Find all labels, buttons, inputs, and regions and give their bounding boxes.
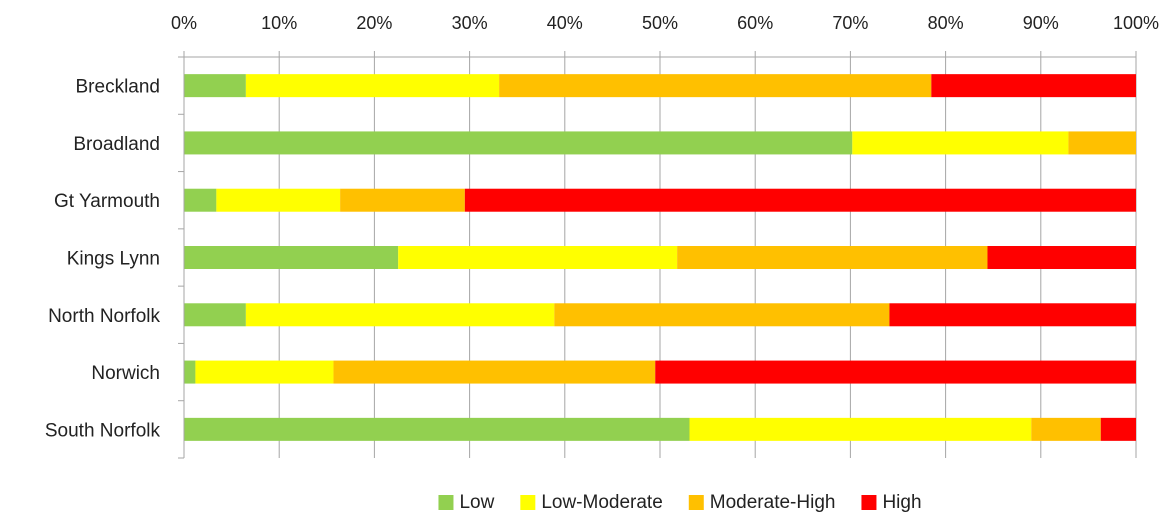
bars (184, 74, 1137, 441)
bar-segment-high (889, 303, 1136, 327)
bar-segment-high (655, 360, 1136, 384)
bar-segment-high (987, 246, 1136, 269)
bar-segment-moderate-high (677, 246, 988, 269)
x-tick-label: 70% (832, 13, 868, 33)
bar-segment-high (464, 188, 1137, 212)
bar-segment-moderate-high (1031, 417, 1101, 441)
legend-item: Low (438, 492, 495, 513)
x-tick-label: 30% (452, 13, 488, 33)
bar-segment-low (184, 360, 196, 384)
x-tick-label: 40% (547, 13, 583, 33)
bar-segment-moderate-high (340, 188, 465, 212)
legend-swatch (438, 495, 454, 510)
x-tick-label: 50% (642, 13, 678, 33)
x-tick-label: 10% (261, 13, 297, 33)
bar-segment-low-moderate (398, 246, 678, 269)
category-label: Kings Lynn (67, 249, 160, 270)
legend-swatch (861, 495, 877, 510)
bar-segment-low-moderate (245, 303, 555, 327)
legend-item: Low-Moderate (520, 492, 663, 513)
bar-segment-low-moderate (689, 417, 1032, 441)
bar-segment-low (184, 131, 853, 155)
legend-swatch (520, 495, 536, 510)
bar-segment-moderate-high (1068, 131, 1136, 155)
category-label: Norwich (91, 363, 160, 384)
bar-segment-low (184, 246, 399, 269)
x-tick-label: 90% (1023, 13, 1059, 33)
bar-segment-moderate-high (333, 360, 656, 384)
bar-segment-low (184, 74, 246, 98)
bar-segment-low-moderate (216, 188, 341, 212)
category-label: Breckland (76, 77, 161, 98)
legend-label: Low (459, 492, 494, 513)
bar-segment-low (184, 303, 246, 327)
legend: Low Low-Moderate Moderate-High High (438, 492, 922, 513)
x-tick-label: 80% (928, 13, 964, 33)
category-label: North Norfolk (48, 306, 160, 327)
x-tick-label: 100% (1113, 13, 1159, 33)
bar-segment-low (184, 417, 690, 441)
bar-segment-high (1100, 417, 1136, 441)
axes: 0% 10% 20% 30% 40% 50% 60% 70% 80% 90% 100% Breckla… (45, 13, 1159, 459)
legend-label: Low-Moderate (541, 492, 662, 513)
bar-segment-moderate-high (499, 74, 932, 98)
category-label: South Norfolk (45, 420, 161, 441)
legend-label: High (882, 492, 921, 513)
bar-segment-high (931, 74, 1136, 98)
legend-label: Moderate-High (710, 492, 836, 513)
legend-swatch (688, 495, 704, 510)
bar-segment-low-moderate (852, 131, 1069, 155)
category-label: Gt Yarmouth (54, 191, 160, 212)
bar-segment-moderate-high (554, 303, 890, 327)
legend-item: High (861, 492, 922, 513)
legend-item: Moderate-High (688, 492, 836, 513)
x-tick-label: 60% (737, 13, 773, 33)
bar-segment-low-moderate (195, 360, 334, 384)
bar-segment-low (184, 188, 217, 212)
category-label: Broadland (73, 134, 160, 155)
bar-segment-low-moderate (245, 74, 500, 98)
x-tick-label: 20% (356, 13, 392, 33)
x-tick-label: 0% (171, 13, 197, 33)
